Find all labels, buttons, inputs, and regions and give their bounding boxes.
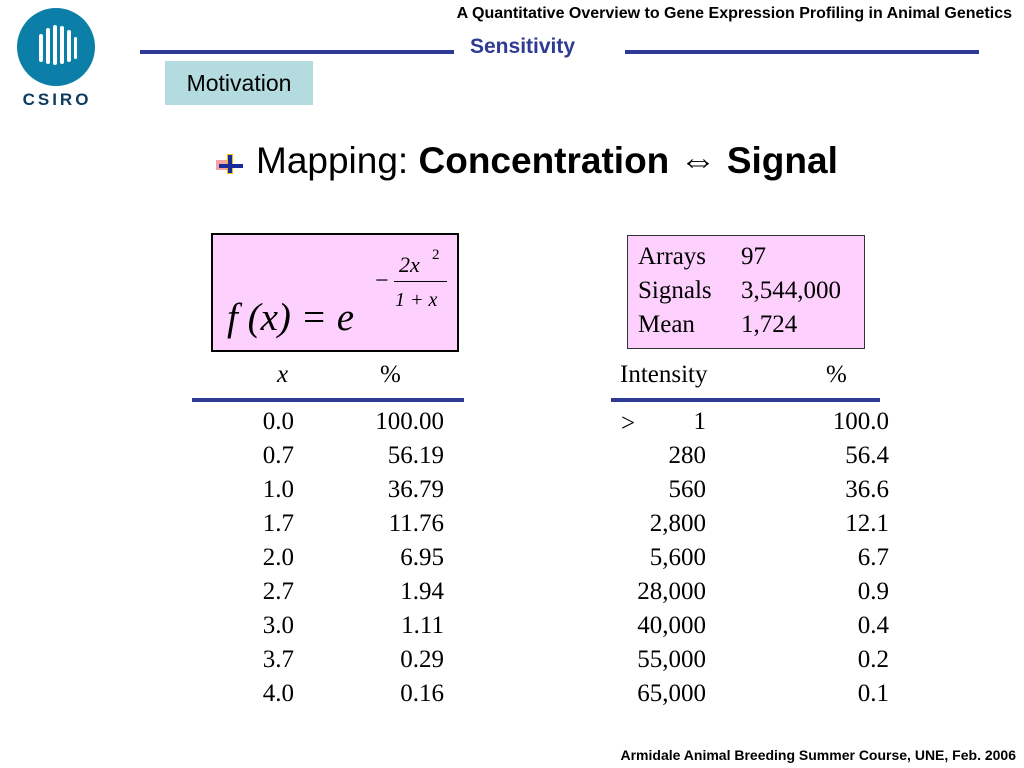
left-cell-percent: 6.95 bbox=[400, 544, 444, 571]
right-cell-percent: 0.4 bbox=[857, 612, 889, 639]
left-cell-percent: 56.19 bbox=[387, 442, 444, 469]
footer-text: Armidale Animal Breeding Summer Course, … bbox=[620, 747, 1017, 763]
left-cell-percent: 0.16 bbox=[400, 680, 444, 707]
formula-exponent: 2 bbox=[432, 247, 440, 263]
right-cell-percent: 0.1 bbox=[857, 680, 889, 707]
left-cell-x: 0.7 bbox=[262, 442, 294, 469]
left-cell-percent: 11.76 bbox=[388, 510, 444, 537]
left-cell-percent: 0.29 bbox=[400, 646, 444, 673]
right-cell-intensity: 65,000 bbox=[637, 680, 706, 707]
left-header-x: x bbox=[277, 361, 289, 388]
right-header-intensity: Intensity bbox=[620, 361, 708, 388]
left-table-rule bbox=[192, 398, 464, 402]
formula-numerator: 2x bbox=[399, 252, 420, 277]
right-cell-intensity: 2,800 bbox=[649, 510, 706, 537]
logo-emblem-icon bbox=[17, 8, 95, 86]
motivation-tag: Motivation bbox=[165, 61, 313, 105]
section-rule-right bbox=[625, 50, 979, 54]
left-cell-percent: 36.79 bbox=[387, 476, 444, 503]
left-cell-percent: 1.94 bbox=[400, 578, 444, 605]
right-table-rule bbox=[611, 398, 880, 402]
motivation-label: Motivation bbox=[186, 70, 292, 96]
stat-label: Arrays bbox=[638, 243, 707, 270]
right-cell-intensity: 280 bbox=[668, 442, 707, 469]
right-cell-percent: 56.4 bbox=[845, 442, 889, 469]
right-cell-intensity: 1 bbox=[693, 408, 707, 435]
formula-denominator: 1 + x bbox=[395, 289, 438, 311]
left-cell-percent: 1.11 bbox=[401, 612, 444, 639]
section-title: Sensitivity bbox=[470, 35, 576, 58]
heading-emphasis: Concentration ⇔ Signal bbox=[418, 140, 838, 181]
stat-label: Mean bbox=[638, 311, 695, 338]
left-header-percent: % bbox=[380, 361, 401, 388]
right-cell-percent: 100.0 bbox=[832, 408, 889, 435]
right-cell-intensity: 28,000 bbox=[637, 578, 706, 605]
stat-value: 97 bbox=[741, 243, 766, 270]
stats-box: Arrays 97 Signals 3,544,000 Mean 1,724 bbox=[627, 235, 865, 349]
right-cell-percent: 0.9 bbox=[857, 578, 889, 605]
left-cell-x: 4.0 bbox=[262, 680, 294, 707]
fraction-bar bbox=[394, 281, 447, 282]
left-cell-x: 2.7 bbox=[262, 578, 294, 605]
left-cell-x: 3.0 bbox=[262, 612, 294, 639]
right-cell-percent: 0.2 bbox=[857, 646, 889, 673]
right-cell-intensity: 55,000 bbox=[637, 646, 706, 673]
right-header-percent: % bbox=[826, 361, 847, 388]
formula-minus: − bbox=[375, 268, 389, 294]
heading-prefix: Mapping: bbox=[256, 140, 419, 181]
right-cell-percent: 12.1 bbox=[845, 510, 889, 537]
section-rule-left bbox=[140, 50, 454, 54]
right-cell-percent: 6.7 bbox=[857, 544, 889, 571]
right-cell-intensity: 5,600 bbox=[649, 544, 706, 571]
left-cell-x: 1.7 bbox=[262, 510, 294, 537]
left-cell-x: 3.7 bbox=[262, 646, 294, 673]
left-cell-x: 0.0 bbox=[262, 408, 294, 435]
csiro-logo: CSIRO bbox=[14, 8, 100, 109]
formula-box: f (x) = e − 2x 2 1 + x bbox=[211, 233, 459, 352]
presentation-title: A Quantitative Overview to Gene Expressi… bbox=[456, 5, 1012, 22]
right-cell-intensity: 40,000 bbox=[637, 612, 706, 639]
left-cell-x: 2.0 bbox=[262, 544, 294, 571]
stat-label: Signals bbox=[638, 277, 712, 304]
right-cell-intensity: 560 bbox=[668, 476, 707, 503]
slide-heading: Mapping: Concentration ⇔ Signal bbox=[256, 140, 838, 182]
greater-than-sign: > bbox=[621, 410, 636, 437]
left-cell-percent: 100.00 bbox=[375, 408, 444, 435]
right-cell-percent: 36.6 bbox=[845, 476, 889, 503]
stat-value: 3,544,000 bbox=[741, 277, 841, 304]
bullet-icon bbox=[216, 152, 244, 176]
logo-text: CSIRO bbox=[22, 90, 92, 109]
left-cell-x: 1.0 bbox=[262, 476, 294, 503]
stat-value: 1,724 bbox=[741, 311, 798, 338]
formula-lhs: f (x) = e bbox=[227, 296, 354, 339]
